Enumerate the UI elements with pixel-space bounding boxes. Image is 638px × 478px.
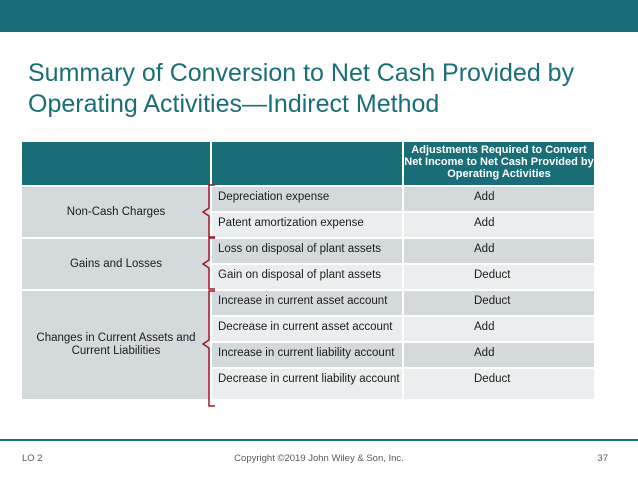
item-cell: Gain on disposal of plant assets — [212, 265, 402, 289]
adjustment-cell: Deduct — [404, 291, 594, 315]
group-label-changes-in-current-assets-and-liabilities: Changes in Current Assets and Current Li… — [22, 291, 210, 399]
item-cell: Decrease in current liability account — [212, 369, 402, 399]
table-row: Loss on disposal of plant assets Add — [212, 239, 594, 263]
table-row: Increase in current asset account Deduct — [212, 291, 594, 315]
item-cell: Depreciation expense — [212, 187, 402, 211]
adjustment-cell: Add — [404, 187, 594, 211]
table-row: Decrease in current liability account De… — [212, 369, 594, 399]
item-cell: Increase in current liability account — [212, 343, 402, 367]
footer-divider — [0, 439, 638, 441]
header-cell-item — [212, 142, 402, 185]
adjustment-cell: Deduct — [404, 265, 594, 289]
table-row: Increase in current liability account Ad… — [212, 343, 594, 367]
adjustment-cell: Add — [404, 317, 594, 341]
learning-objective-label: LO 2 — [22, 453, 43, 464]
table-row: Decrease in current asset account Add — [212, 317, 594, 341]
page-number: 37 — [597, 453, 608, 464]
table-row: Depreciation expense Add — [212, 187, 594, 211]
item-cell: Loss on disposal of plant assets — [212, 239, 402, 263]
table-row: Patent amortization expense Add — [212, 213, 594, 237]
adjustment-cell: Add — [404, 213, 594, 237]
adjustment-cell: Add — [404, 239, 594, 263]
adjustment-cell: Deduct — [404, 369, 594, 399]
copyright-notice: Copyright ©2019 John Wiley & Son, Inc. — [234, 453, 404, 464]
item-cell: Increase in current asset account — [212, 291, 402, 315]
top-accent-bar — [0, 0, 638, 32]
item-cell: Patent amortization expense — [212, 213, 402, 237]
group-label-gains-and-losses: Gains and Losses — [22, 239, 210, 289]
slide-title: Summary of Conversion to Net Cash Provid… — [28, 59, 575, 118]
group-label-non-cash-charges: Non-Cash Charges — [22, 187, 210, 237]
header-cell-adjustment: Adjustments Required to Convert Net Inco… — [404, 142, 594, 185]
item-cell: Decrease in current asset account — [212, 317, 402, 341]
header-cell-category — [22, 142, 210, 185]
table-row: Gain on disposal of plant assets Deduct — [212, 265, 594, 289]
adjustment-cell: Add — [404, 343, 594, 367]
